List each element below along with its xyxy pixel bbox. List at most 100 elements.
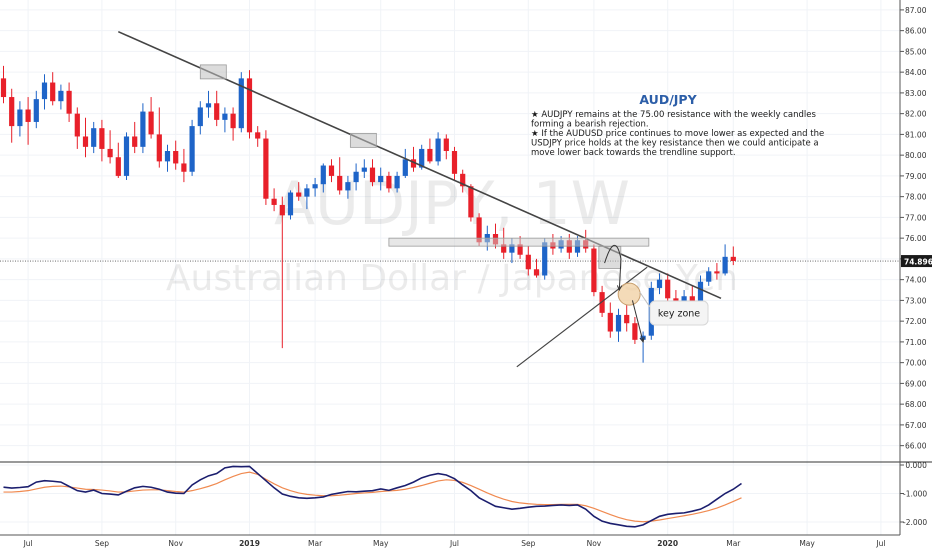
rejection-arrow: [604, 244, 622, 264]
candle-body: [476, 217, 482, 243]
candle-body: [82, 136, 89, 147]
candle-body: [517, 244, 523, 255]
annotation-note: AUD/JPY ★ AUDJPY remains at the 75.00 re…: [531, 92, 824, 158]
candle-body: [402, 159, 408, 176]
candle-body: [99, 128, 105, 149]
candle-body: [115, 157, 121, 176]
rejection-arrow: [618, 258, 622, 291]
y-tick-label: 74.00: [905, 276, 927, 285]
candle-body: [599, 292, 605, 313]
annotation-line: ★ AUDJPY remains at the 75.00 resistance…: [531, 110, 816, 120]
y-tick-label: 72.00: [905, 317, 927, 326]
candle-body: [156, 134, 162, 162]
candle-body: [435, 138, 441, 162]
candle-body: [222, 113, 228, 120]
candle-body: [287, 192, 294, 216]
y-tick-label: 79.00: [905, 172, 927, 181]
y-tick-label: 68.00: [905, 400, 927, 409]
candle-body: [25, 109, 31, 122]
candle-body: [337, 175, 343, 191]
candle-body: [296, 192, 302, 197]
candle-body: [50, 82, 56, 102]
resistance-zone: [349, 132, 377, 148]
y-tick-label: 82.00: [905, 110, 927, 119]
oscillator-pane[interactable]: [0, 461, 932, 528]
candle-body: [17, 109, 23, 127]
candle-body: [246, 78, 253, 133]
y-tick-label: 85.00: [905, 47, 927, 56]
candle-body: [714, 271, 720, 274]
last-price-tag: [901, 255, 932, 268]
candle-body: [41, 82, 48, 100]
y-tick-label: 71.00: [905, 338, 927, 347]
candle-body: [509, 244, 515, 253]
watermark-symbol: AUDJPY, 1W: [274, 169, 630, 239]
candle-body: [58, 90, 64, 102]
y-tick-label: 84.00: [905, 68, 927, 77]
osc-slow-line: [3, 471, 742, 523]
candle-body: [132, 136, 138, 147]
candle-body: [0, 78, 7, 98]
candle-body: [730, 256, 736, 261]
candle-body: [164, 151, 171, 162]
osc-y-tick-label: -2.000: [903, 518, 927, 527]
y-tick-label: 78.00: [905, 193, 927, 202]
x-tick-label: Jul: [875, 539, 885, 548]
candle-body: [624, 314, 630, 324]
drawings[interactable]: [117, 30, 722, 368]
candle-body: [312, 184, 318, 189]
candle-body: [722, 256, 728, 274]
y-tick-label: 87.00: [905, 6, 927, 15]
candle-body: [263, 138, 269, 199]
target-arrow-head: [639, 336, 645, 344]
annotation-line: move lower back towards the trendline su…: [531, 148, 736, 158]
candle-body: [173, 151, 179, 164]
candle-body: [9, 97, 15, 127]
x-tick-label: May: [799, 539, 815, 548]
candle-body: [427, 148, 433, 162]
key-zone-callout[interactable]: key zone: [649, 300, 709, 326]
y-tick-label: 80.00: [905, 151, 927, 160]
candle-body: [451, 151, 458, 174]
candle-body: [706, 271, 712, 282]
x-tick-label: 2020: [657, 539, 678, 548]
annotation-line: USDJPY price holds at the key resistance…: [531, 139, 819, 149]
candle-body: [328, 165, 335, 176]
y-tick-label: 70.00: [905, 359, 927, 368]
candle-body: [525, 254, 531, 270]
last-price-label: 74.896: [904, 257, 932, 266]
candle-body: [419, 148, 425, 168]
y-tick-label: 77.00: [905, 213, 927, 222]
candle-body: [533, 269, 540, 276]
resistance-zone: [388, 237, 650, 247]
candle-body: [591, 248, 597, 293]
rejection-arrow-head: [616, 285, 623, 292]
candle-body: [394, 175, 400, 189]
candle-body: [230, 113, 236, 129]
candle-body: [615, 314, 622, 332]
candle-body: [238, 78, 244, 129]
candle-body: [378, 175, 384, 183]
x-tick-label: Jul: [23, 539, 33, 548]
candle-body: [468, 186, 474, 218]
candle-body: [320, 165, 326, 185]
candle-body: [361, 167, 367, 172]
candle-body: [460, 173, 466, 187]
candle-body: [443, 138, 449, 151]
candle-body: [279, 204, 285, 216]
y-tick-label: 86.00: [905, 27, 927, 36]
candle-body: [107, 148, 113, 158]
osc-fast-line: [3, 465, 742, 528]
y-tick-label: 73.00: [905, 296, 927, 305]
candle-body: [74, 113, 80, 137]
x-tick-label: Nov: [168, 539, 183, 548]
candle-body: [665, 279, 671, 299]
key-zone-connector: [639, 291, 652, 309]
key-zone-box: [649, 300, 709, 326]
candle-body: [369, 167, 376, 183]
x-tick-label: Mar: [726, 539, 741, 548]
x-tick-label: Sep: [95, 539, 109, 548]
y-tick-label: 81.00: [905, 130, 927, 139]
